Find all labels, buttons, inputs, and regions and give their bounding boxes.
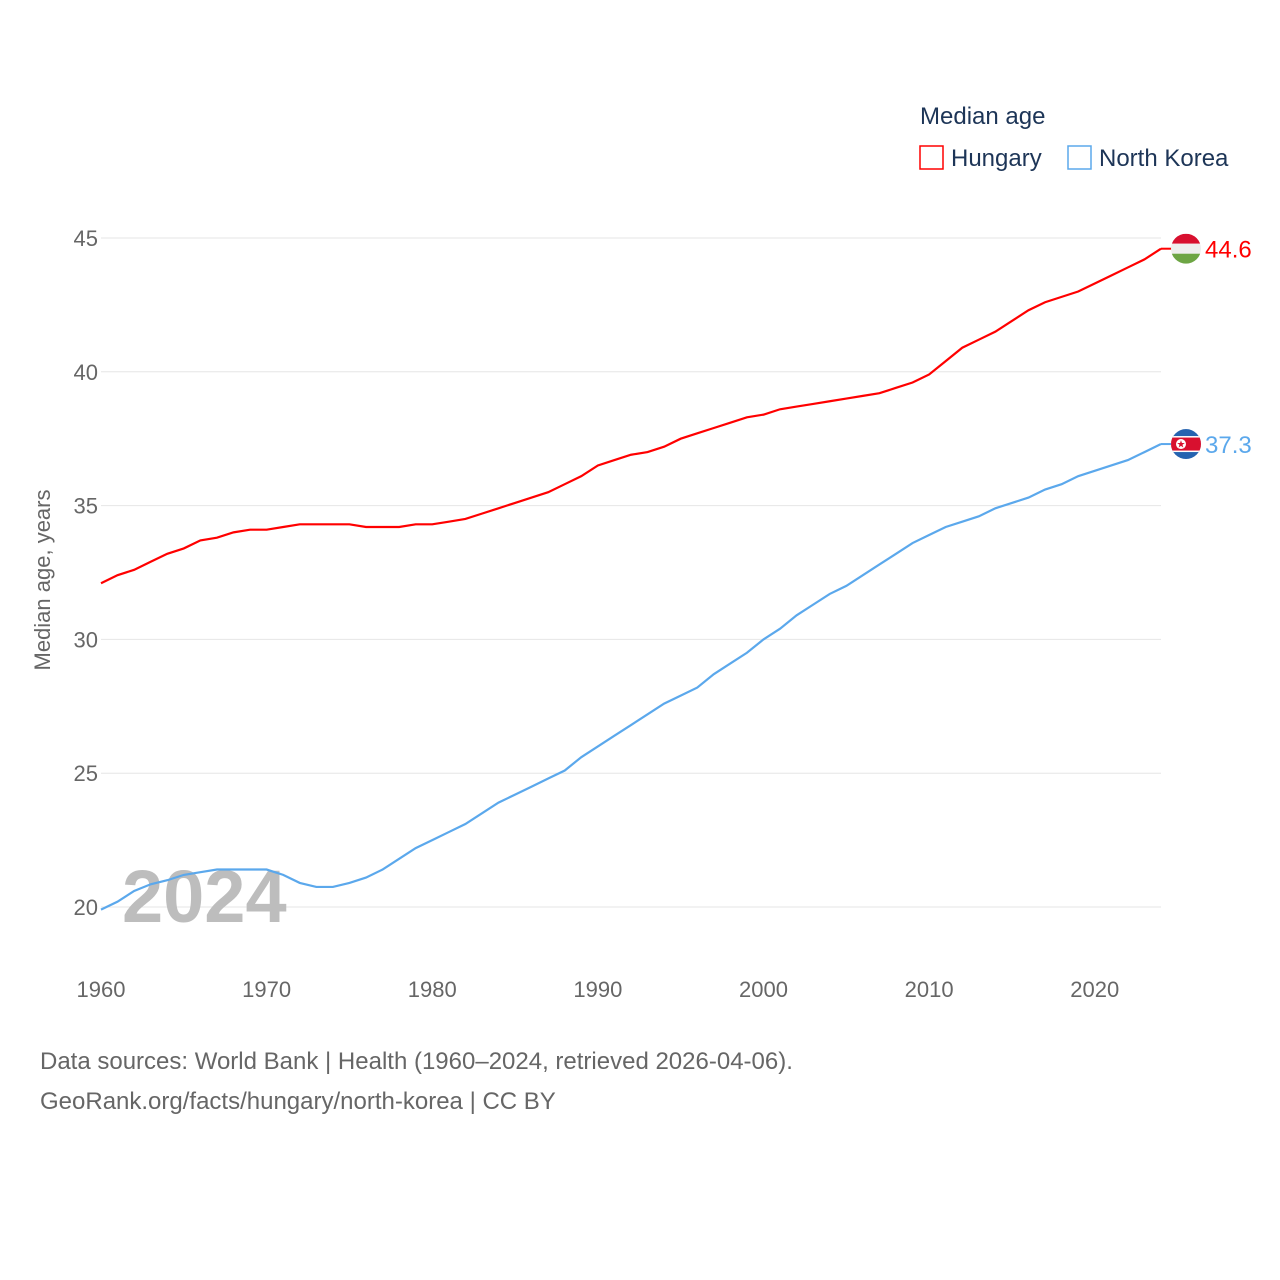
x-tick-label: 2000: [739, 977, 788, 1002]
y-tick-label: 40: [74, 360, 98, 385]
line-chart: 20 25 30 35 40 45 1960 1970 1980 1990 2000 2010 2020…: [30, 103, 1252, 1002]
end-value-label: 37.3: [1205, 432, 1252, 459]
y-tick-label: 25: [74, 761, 98, 786]
y-tick-label: 35: [74, 494, 98, 519]
legend-label[interactable]: North Korea: [1099, 145, 1229, 172]
y-tick-label: 20: [74, 895, 98, 920]
y-axis-label: Median age, years: [30, 490, 55, 671]
footer: Data sources: World Bank | Health (1960–…: [40, 1042, 793, 1122]
x-tick-label: 2010: [905, 977, 954, 1002]
svg-text:★: ★: [1177, 440, 1186, 451]
y-tick-label: 45: [74, 226, 98, 251]
x-tick-label: 1990: [573, 977, 622, 1002]
data-source-text: Data sources: World Bank | Health (1960–…: [40, 1048, 793, 1075]
series-line-north-korea: [100, 443, 1162, 911]
series-line-hungary: [100, 247, 1162, 585]
hungary-flag-icon: [1171, 233, 1201, 264]
y-tick-label: 30: [74, 627, 98, 652]
legend-label[interactable]: Hungary: [951, 145, 1042, 172]
legend-swatch[interactable]: [919, 145, 944, 170]
end-value-label: 44.6: [1205, 237, 1252, 264]
attribution-link[interactable]: GeoRank.org/facts/hungary/north-korea | …: [40, 1088, 556, 1115]
watermark-year: 2024: [122, 855, 287, 938]
north-korea-flag-icon: ★: [1171, 429, 1201, 460]
legend-swatch[interactable]: [1067, 145, 1092, 170]
x-tick-label: 1970: [242, 977, 291, 1002]
x-tick-label: 1980: [408, 977, 457, 1002]
x-tick-label: 2020: [1070, 977, 1119, 1002]
x-tick-label: 1960: [77, 977, 126, 1002]
legend-title: Median age: [920, 103, 1045, 130]
